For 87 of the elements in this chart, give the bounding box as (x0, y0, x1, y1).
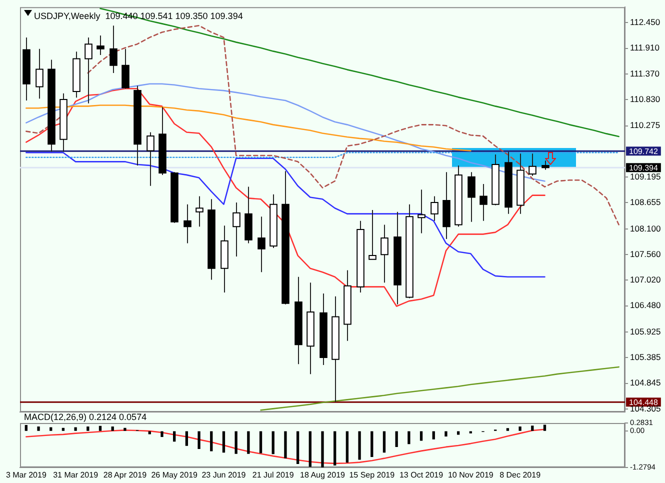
bar (62, 428, 65, 431)
x-tick-label: 13 Oct 2019 (399, 470, 444, 480)
bar (346, 431, 349, 463)
bar (247, 431, 250, 454)
candlestick (258, 216, 266, 273)
bar (334, 431, 336, 466)
y-tick-label: 112.450 (630, 17, 660, 28)
candlestick (542, 160, 550, 170)
candlestick (380, 224, 388, 284)
bar (111, 426, 114, 431)
x-tick-label: 31 Mar 2019 (53, 470, 99, 480)
y-tick-label: 109.195 (630, 171, 661, 182)
candlestick (36, 48, 44, 100)
bar (272, 431, 274, 454)
y-tick-label: 104.845 (630, 378, 661, 388)
bar (308, 431, 312, 467)
bar (185, 431, 188, 446)
x-tick-label: 21 Jul 2019 (252, 470, 294, 480)
chart-title: MACD(12,26,9) 0.2124 0.0574 (24, 412, 147, 422)
bar (408, 431, 410, 444)
bar (50, 427, 52, 431)
x-tick-label: 8 Dec 2019 (500, 470, 542, 480)
x-tick-label: 15 Sep 2019 (349, 470, 396, 480)
x-tick-label: 28 Apr 2019 (103, 470, 148, 480)
bar (543, 424, 546, 431)
ref-line-label: 109.742 (629, 146, 658, 156)
bar (259, 431, 262, 454)
candlestick (418, 189, 426, 234)
bar (395, 431, 398, 448)
candlestick (430, 196, 438, 222)
y-tick-label: 107.020 (630, 274, 661, 285)
bar (173, 431, 176, 442)
y-tick-label: 107.560 (630, 248, 661, 259)
bar (506, 428, 510, 431)
bar (432, 431, 435, 440)
bar (86, 426, 90, 431)
x-tick-label: 18 Aug 2019 (300, 470, 346, 480)
bar (382, 431, 386, 453)
y-tick-label: 105.385 (630, 352, 661, 362)
bar (296, 431, 300, 464)
candlestick (96, 35, 104, 56)
x-tick-label: 23 Jun 2019 (202, 470, 246, 480)
bar (444, 431, 448, 436)
y-tick-label: 110.275 (630, 120, 660, 130)
y-tick-label: 111.910 (630, 42, 660, 53)
candlestick (122, 48, 130, 90)
bar (124, 428, 126, 431)
candlestick (184, 204, 192, 244)
ref-line-label: 104.448 (629, 398, 658, 407)
x-tick-label: 26 May 2019 (151, 470, 198, 480)
bar (456, 431, 460, 435)
bar (37, 426, 40, 431)
y-tick-label: 106.480 (630, 300, 661, 310)
bar (420, 431, 423, 441)
candlestick (196, 196, 204, 228)
bar (518, 426, 522, 431)
bar (210, 431, 213, 452)
candlestick (110, 25, 118, 74)
x-tick-label: 3 Mar 2019 (6, 470, 47, 480)
bar (160, 431, 164, 438)
y-tick-label: 110.830 (630, 94, 660, 104)
bar (98, 426, 102, 431)
ref-line-label: 109.394 (629, 163, 658, 172)
bar (74, 427, 77, 431)
y-tick-label: 105.925 (630, 326, 661, 336)
candlestick (232, 202, 240, 257)
candlestick (480, 183, 488, 222)
y-tick-label: 108.655 (630, 197, 661, 208)
candlestick (146, 132, 154, 186)
text: USDJPY,Weekly 109.440 109.541 109.350 109.394 (34, 11, 243, 22)
bar (321, 431, 324, 468)
x-tick-label: 10 Nov 2019 (448, 470, 494, 480)
y-tick-label: 111.370 (630, 68, 660, 78)
bar (370, 431, 374, 457)
candlestick (528, 153, 536, 176)
candlestick (368, 210, 376, 260)
bar (148, 431, 151, 434)
bar (234, 431, 238, 454)
candlestick (468, 172, 476, 222)
bar (284, 431, 287, 458)
bar (531, 426, 534, 431)
bar (222, 431, 226, 453)
bar (198, 431, 200, 449)
bar (24, 425, 28, 431)
candlestick (84, 36, 92, 104)
bar (358, 431, 361, 460)
y-tick-label: 108.100 (630, 223, 661, 234)
